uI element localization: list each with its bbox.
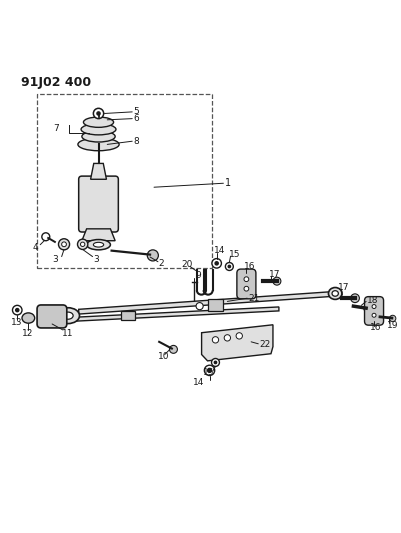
Circle shape [42,233,50,241]
Ellipse shape [83,117,113,127]
Text: 3: 3 [93,255,99,264]
Text: 16: 16 [244,262,255,271]
Ellipse shape [328,287,341,300]
Text: 14: 14 [192,378,204,387]
Circle shape [215,262,218,265]
Text: 11: 11 [61,329,73,337]
Circle shape [243,286,248,291]
Ellipse shape [22,313,34,323]
Circle shape [243,277,248,281]
Ellipse shape [58,239,69,250]
Text: 13: 13 [11,318,23,327]
Ellipse shape [331,290,338,296]
Circle shape [272,277,280,285]
Text: 91J02 400: 91J02 400 [21,76,91,88]
Polygon shape [43,307,278,323]
Text: 5: 5 [133,107,139,116]
Ellipse shape [77,239,87,249]
Text: 17: 17 [268,270,279,279]
Text: 12: 12 [22,329,34,338]
Ellipse shape [63,312,73,319]
Circle shape [204,365,214,376]
Circle shape [16,309,19,312]
Text: 2: 2 [158,259,164,268]
Circle shape [207,368,211,373]
FancyBboxPatch shape [364,297,383,325]
Text: 22: 22 [259,340,270,349]
Circle shape [169,345,177,353]
Ellipse shape [93,243,103,247]
Ellipse shape [82,131,115,142]
Circle shape [211,259,221,268]
Text: 17: 17 [338,282,349,292]
Text: 1: 1 [225,178,231,188]
Circle shape [389,315,395,321]
Ellipse shape [78,138,119,151]
Polygon shape [201,325,272,361]
Circle shape [225,263,233,270]
Circle shape [97,112,100,115]
Polygon shape [90,164,106,179]
Ellipse shape [57,308,79,324]
Circle shape [12,305,22,315]
Circle shape [224,335,230,341]
Text: 15: 15 [202,368,214,377]
Circle shape [228,265,230,268]
Text: 10: 10 [158,352,169,361]
Text: 14: 14 [214,246,225,255]
Text: 18: 18 [367,296,378,305]
Text: 7: 7 [53,124,59,133]
Text: 16: 16 [369,324,381,333]
Polygon shape [79,291,340,314]
Circle shape [93,108,103,119]
Bar [121,311,135,320]
Polygon shape [82,229,115,241]
Text: 3: 3 [52,255,58,264]
Circle shape [214,361,216,364]
FancyBboxPatch shape [79,176,118,232]
Bar [37,94,211,269]
Circle shape [211,359,219,366]
Text: 4: 4 [32,243,38,252]
Ellipse shape [61,242,66,247]
Ellipse shape [81,124,115,135]
Circle shape [371,313,375,317]
Circle shape [371,304,375,309]
FancyBboxPatch shape [37,305,67,328]
Circle shape [212,337,218,343]
Circle shape [147,250,158,261]
Text: 8: 8 [133,137,139,146]
Text: 20: 20 [181,261,192,269]
Text: 15: 15 [228,249,239,259]
Circle shape [235,333,242,339]
Text: 6: 6 [133,114,139,123]
Text: 19: 19 [386,321,397,330]
Circle shape [363,305,369,312]
Text: 21: 21 [248,294,259,303]
Ellipse shape [80,242,85,246]
Ellipse shape [86,239,110,250]
Bar [208,300,222,311]
FancyBboxPatch shape [236,269,255,299]
Circle shape [350,294,358,303]
Circle shape [196,303,203,310]
Text: 9: 9 [195,271,201,280]
